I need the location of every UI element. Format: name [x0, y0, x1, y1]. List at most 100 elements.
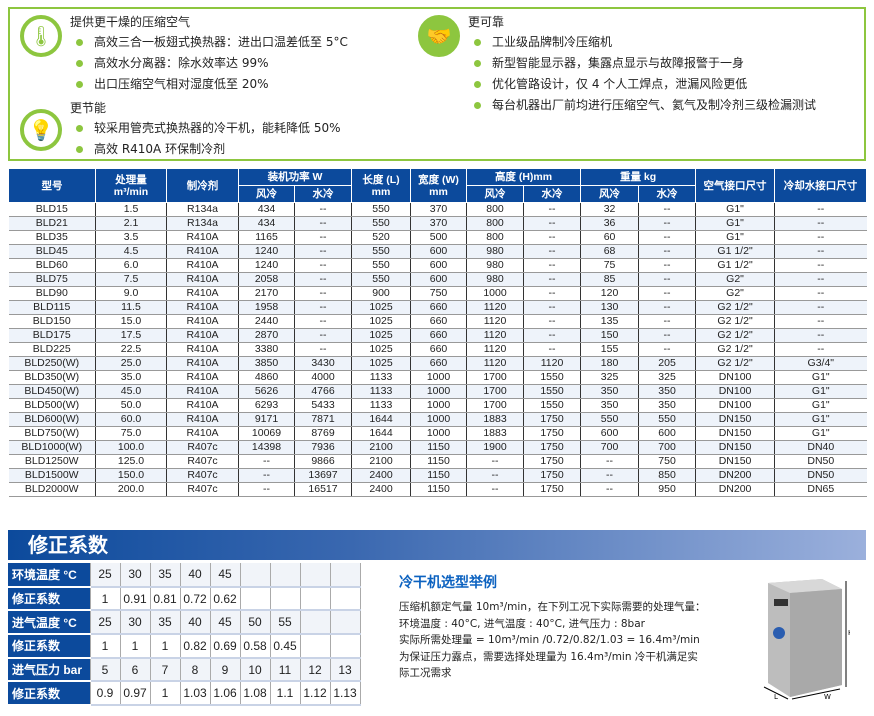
table-cell: 2170	[238, 286, 295, 301]
table-cell: 980	[466, 244, 524, 259]
table-cell: 325	[638, 370, 696, 385]
correction-value: 1	[150, 681, 181, 707]
table-cell: 1883	[466, 426, 524, 441]
table-cell: 1000	[410, 426, 467, 441]
table-cell: 1700	[466, 398, 524, 413]
product-image: H L W	[762, 575, 853, 701]
table-cell: 100.0	[95, 440, 167, 455]
table-cell: R410A	[166, 314, 239, 329]
table-cell: 1.5	[95, 202, 167, 217]
table-cell: 3850	[238, 356, 295, 371]
table-cell: 6293	[238, 398, 295, 413]
table-cell: --	[523, 328, 581, 343]
table-cell: --	[774, 314, 867, 329]
table-cell: 700	[638, 440, 696, 455]
table-cell: 660	[410, 342, 467, 357]
table-cell: 32	[580, 202, 639, 217]
table-cell: 550	[351, 202, 411, 217]
table-row: BLD1500W 150.0 R407c -- 13697 2400 1150 -- 1750-…	[8, 468, 867, 483]
feature-item: 出口压缩空气相对湿度低至 20%	[70, 74, 348, 95]
table-cell: 550	[580, 412, 639, 427]
table-cell: R410A	[166, 384, 239, 399]
table-cell: 1240	[238, 258, 295, 273]
header-water-port: 冷却水接口尺寸	[774, 168, 868, 203]
table-cell: --	[523, 314, 581, 329]
table-cell: R410A	[166, 230, 239, 245]
correction-value: 12	[300, 657, 331, 683]
table-cell: 800	[466, 202, 524, 217]
correction-value: 1.08	[240, 681, 271, 707]
header-width: 宽度 (W) mm	[410, 168, 468, 203]
header-water-cooled: 水冷	[638, 185, 697, 203]
table-cell: --	[774, 258, 867, 273]
table-cell: 1120	[466, 328, 524, 343]
table-cell: --	[638, 328, 696, 343]
table-cell: 1120	[523, 356, 581, 371]
table-cell: --	[523, 300, 581, 315]
table-cell: BLD21	[8, 216, 96, 231]
table-cell: 325	[580, 370, 639, 385]
table-cell: --	[774, 230, 867, 245]
correction-value: 0.69	[210, 634, 241, 659]
table-cell: BLD600(W)	[8, 412, 96, 427]
table-row: BLD225 22.5 R410A 3380 -- 1025 660 1120 -- 155 -- G…	[8, 342, 867, 357]
table-cell: --	[523, 342, 581, 357]
table-cell: 25.0	[95, 356, 167, 371]
table-cell: G1"	[695, 230, 775, 245]
correction-row: 进气压力 bar 5 6 7 8 9 10 11 12 13	[8, 657, 361, 683]
table-cell: BLD2000W	[8, 482, 96, 497]
correction-value	[270, 563, 301, 588]
table-cell: DN200	[695, 468, 775, 483]
table-cell: 1750	[523, 412, 581, 427]
correction-value: 0.72	[180, 586, 211, 612]
table-row: BLD15 1.5 R134a 434 -- 550 370 800 -- 32 -- G1" --	[8, 202, 867, 217]
table-cell: 1025	[351, 342, 411, 357]
table-cell: G1"	[774, 412, 867, 427]
table-cell: 4.5	[95, 244, 167, 259]
correction-value	[270, 586, 301, 612]
svg-text:L: L	[774, 693, 778, 700]
table-cell: DN150	[695, 426, 775, 441]
header-air-cooled: 风冷	[466, 185, 525, 203]
correction-value: 55	[270, 610, 301, 636]
correction-banner: 修正系数	[8, 530, 866, 560]
correction-value: 1.13	[330, 681, 361, 707]
table-cell: --	[523, 286, 581, 301]
table-cell: BLD450(W)	[8, 384, 96, 399]
table-cell: G2"	[695, 286, 775, 301]
correction-row: 环境温度 °C 25 30 35 40 45	[8, 563, 361, 588]
table-cell: 660	[410, 328, 467, 343]
correction-table: 环境温度 °C 25 30 35 40 45 修正系数 1 0.91 0.81 0.72 0.62 进气…	[8, 563, 361, 707]
table-cell: R407c	[166, 454, 239, 469]
table-cell: G1"	[774, 370, 867, 385]
table-cell: BLD35	[8, 230, 96, 245]
table-cell: 13697	[293, 468, 352, 483]
correction-value	[330, 563, 361, 588]
table-cell: --	[774, 216, 867, 231]
table-cell: 125.0	[95, 454, 167, 469]
table-cell: --	[523, 258, 581, 273]
table-cell: R410A	[166, 342, 239, 357]
table-cell: 980	[466, 258, 524, 273]
correction-value: 1.1	[270, 681, 301, 707]
table-cell: 1883	[466, 412, 524, 427]
correction-value: 50	[240, 610, 271, 636]
table-cell: BLD250(W)	[8, 356, 96, 371]
table-cell: 5433	[293, 398, 352, 413]
table-cell: --	[638, 342, 696, 357]
table-cell: --	[638, 300, 696, 315]
table-cell: 850	[638, 468, 696, 483]
table-cell: 1120	[466, 342, 524, 357]
table-cell: 600	[638, 426, 696, 441]
table-cell: --	[238, 468, 295, 483]
table-cell: --	[293, 202, 352, 217]
table-cell: BLD150	[8, 314, 96, 329]
table-cell: 350	[638, 384, 696, 399]
table-cell: 550	[351, 272, 411, 287]
table-row: BLD90 9.0 R410A 2170 -- 900 750 1000 -- 120 -- G2" -…	[8, 286, 867, 301]
table-cell: R410A	[166, 286, 239, 301]
correction-value	[330, 586, 361, 612]
feature-title: 更可靠	[468, 15, 505, 29]
table-row: BLD75 7.5 R410A 2058 -- 550 600 980 -- 85 -- G2" --	[8, 272, 867, 287]
correction-value: 40	[180, 563, 211, 588]
